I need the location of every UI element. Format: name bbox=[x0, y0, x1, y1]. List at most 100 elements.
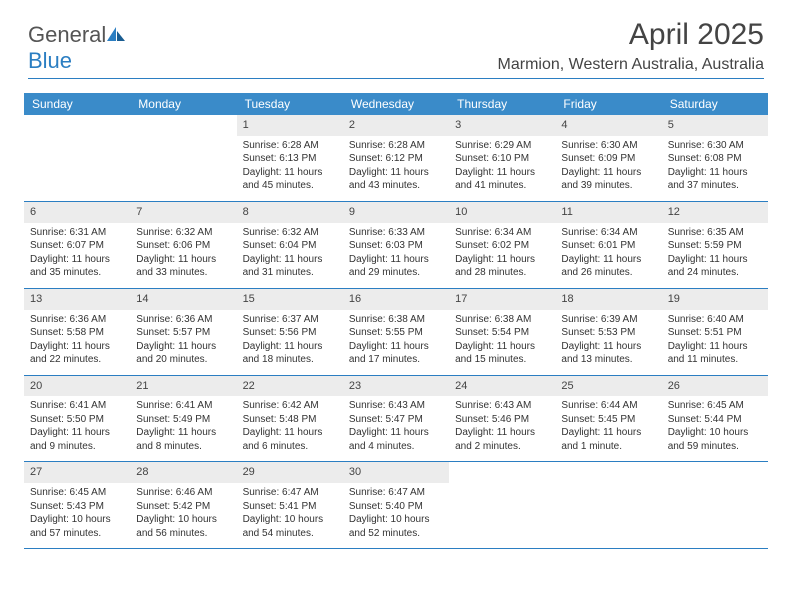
day-body: Sunrise: 6:45 AMSunset: 5:44 PMDaylight:… bbox=[662, 396, 768, 461]
sunset-line: Sunset: 6:06 PM bbox=[136, 239, 230, 253]
sunrise-line: Sunrise: 6:47 AM bbox=[349, 486, 443, 500]
day-6: 6Sunrise: 6:31 AMSunset: 6:07 PMDaylight… bbox=[24, 202, 130, 288]
sunrise-line: Sunrise: 6:28 AM bbox=[243, 139, 337, 153]
day-empty: . bbox=[24, 115, 130, 201]
sunset-line: Sunset: 6:13 PM bbox=[243, 152, 337, 166]
sunset-line: Sunset: 5:58 PM bbox=[30, 326, 124, 340]
sunrise-line: Sunrise: 6:43 AM bbox=[455, 399, 549, 413]
sunrise-line: Sunrise: 6:37 AM bbox=[243, 313, 337, 327]
day-27: 27Sunrise: 6:45 AMSunset: 5:43 PMDayligh… bbox=[24, 462, 130, 548]
sunset-line: Sunset: 6:02 PM bbox=[455, 239, 549, 253]
sunrise-line: Sunrise: 6:30 AM bbox=[668, 139, 762, 153]
daylight-line: Daylight: 11 hours and 35 minutes. bbox=[30, 253, 124, 280]
weekday-monday: Monday bbox=[130, 93, 236, 115]
location: Marmion, Western Australia, Australia bbox=[28, 56, 764, 79]
daylight-line: Daylight: 11 hours and 1 minute. bbox=[561, 426, 655, 453]
day-body: Sunrise: 6:47 AMSunset: 5:40 PMDaylight:… bbox=[343, 483, 449, 548]
day-number: 4 bbox=[555, 115, 661, 136]
sunset-line: Sunset: 6:07 PM bbox=[30, 239, 124, 253]
day-26: 26Sunrise: 6:45 AMSunset: 5:44 PMDayligh… bbox=[662, 376, 768, 462]
day-number: 3 bbox=[449, 115, 555, 136]
daylight-line: Daylight: 11 hours and 17 minutes. bbox=[349, 340, 443, 367]
day-number: 25 bbox=[555, 376, 661, 397]
daylight-line: Daylight: 10 hours and 59 minutes. bbox=[668, 426, 762, 453]
daylight-line: Daylight: 11 hours and 2 minutes. bbox=[455, 426, 549, 453]
sunrise-line: Sunrise: 6:36 AM bbox=[30, 313, 124, 327]
day-5: 5Sunrise: 6:30 AMSunset: 6:08 PMDaylight… bbox=[662, 115, 768, 201]
weekday-row: SundayMondayTuesdayWednesdayThursdayFrid… bbox=[24, 93, 768, 115]
sunset-line: Sunset: 6:12 PM bbox=[349, 152, 443, 166]
day-11: 11Sunrise: 6:34 AMSunset: 6:01 PMDayligh… bbox=[555, 202, 661, 288]
sunrise-line: Sunrise: 6:39 AM bbox=[561, 313, 655, 327]
day-body: Sunrise: 6:36 AMSunset: 5:58 PMDaylight:… bbox=[24, 310, 130, 375]
daylight-line: Daylight: 11 hours and 43 minutes. bbox=[349, 166, 443, 193]
day-4: 4Sunrise: 6:30 AMSunset: 6:09 PMDaylight… bbox=[555, 115, 661, 201]
sunset-line: Sunset: 5:45 PM bbox=[561, 413, 655, 427]
daylight-line: Daylight: 11 hours and 26 minutes. bbox=[561, 253, 655, 280]
daylight-line: Daylight: 11 hours and 33 minutes. bbox=[136, 253, 230, 280]
sunrise-line: Sunrise: 6:33 AM bbox=[349, 226, 443, 240]
day-19: 19Sunrise: 6:40 AMSunset: 5:51 PMDayligh… bbox=[662, 289, 768, 375]
day-number: 11 bbox=[555, 202, 661, 223]
sunrise-line: Sunrise: 6:32 AM bbox=[243, 226, 337, 240]
day-number: 28 bbox=[130, 462, 236, 483]
sunrise-line: Sunrise: 6:36 AM bbox=[136, 313, 230, 327]
day-25: 25Sunrise: 6:44 AMSunset: 5:45 PMDayligh… bbox=[555, 376, 661, 462]
day-body: Sunrise: 6:36 AMSunset: 5:57 PMDaylight:… bbox=[130, 310, 236, 375]
sunrise-line: Sunrise: 6:38 AM bbox=[349, 313, 443, 327]
day-2: 2 Sunrise: 6:28 AMSunset: 6:12 PMDaylight… bbox=[343, 115, 449, 201]
sunrise-line: Sunrise: 6:35 AM bbox=[668, 226, 762, 240]
sunrise-line: Sunrise: 6:34 AM bbox=[561, 226, 655, 240]
daylight-line: Daylight: 11 hours and 45 minutes. bbox=[243, 166, 337, 193]
day-number: 20 bbox=[24, 376, 130, 397]
sunrise-line: Sunrise: 6:45 AM bbox=[668, 399, 762, 413]
day-12: 12Sunrise: 6:35 AMSunset: 5:59 PMDayligh… bbox=[662, 202, 768, 288]
day-number: 19 bbox=[662, 289, 768, 310]
day-number: 26 bbox=[662, 376, 768, 397]
calendar: SundayMondayTuesdayWednesdayThursdayFrid… bbox=[24, 93, 768, 549]
day-empty: . bbox=[662, 462, 768, 548]
day-body: Sunrise: 6:38 AMSunset: 5:55 PMDaylight:… bbox=[343, 310, 449, 375]
sunrise-line: Sunrise: 6:34 AM bbox=[455, 226, 549, 240]
daylight-line: Daylight: 11 hours and 15 minutes. bbox=[455, 340, 549, 367]
weekday-sunday: Sunday bbox=[24, 93, 130, 115]
day-30: 30Sunrise: 6:47 AMSunset: 5:40 PMDayligh… bbox=[343, 462, 449, 548]
day-number: 13 bbox=[24, 289, 130, 310]
day-number: 2 bbox=[343, 115, 449, 136]
weekday-wednesday: Wednesday bbox=[343, 93, 449, 115]
sunset-line: Sunset: 6:01 PM bbox=[561, 239, 655, 253]
day-17: 17Sunrise: 6:38 AMSunset: 5:54 PMDayligh… bbox=[449, 289, 555, 375]
sunset-line: Sunset: 5:41 PM bbox=[243, 500, 337, 514]
daylight-line: Daylight: 11 hours and 24 minutes. bbox=[668, 253, 762, 280]
day-number: 14 bbox=[130, 289, 236, 310]
sunrise-line: Sunrise: 6:28 AM bbox=[349, 139, 443, 153]
day-body: Sunrise: 6:38 AMSunset: 5:54 PMDaylight:… bbox=[449, 310, 555, 375]
day-10: 10Sunrise: 6:34 AMSunset: 6:02 PMDayligh… bbox=[449, 202, 555, 288]
week-row: 27Sunrise: 6:45 AMSunset: 5:43 PMDayligh… bbox=[24, 462, 768, 549]
day-20: 20Sunrise: 6:41 AMSunset: 5:50 PMDayligh… bbox=[24, 376, 130, 462]
sunset-line: Sunset: 5:59 PM bbox=[668, 239, 762, 253]
sunset-line: Sunset: 5:49 PM bbox=[136, 413, 230, 427]
day-number: 17 bbox=[449, 289, 555, 310]
daylight-line: Daylight: 11 hours and 8 minutes. bbox=[136, 426, 230, 453]
day-number: 10 bbox=[449, 202, 555, 223]
week-row: 20Sunrise: 6:41 AMSunset: 5:50 PMDayligh… bbox=[24, 376, 768, 463]
day-body: Sunrise: 6:43 AMSunset: 5:46 PMDaylight:… bbox=[449, 396, 555, 461]
day-number: 27 bbox=[24, 462, 130, 483]
sunset-line: Sunset: 5:56 PM bbox=[243, 326, 337, 340]
day-number: 12 bbox=[662, 202, 768, 223]
sunset-line: Sunset: 6:10 PM bbox=[455, 152, 549, 166]
day-number: 29 bbox=[237, 462, 343, 483]
sunrise-line: Sunrise: 6:41 AM bbox=[30, 399, 124, 413]
daylight-line: Daylight: 11 hours and 41 minutes. bbox=[455, 166, 549, 193]
day-body: Sunrise: 6:47 AMSunset: 5:41 PMDaylight:… bbox=[237, 483, 343, 548]
sunset-line: Sunset: 5:42 PM bbox=[136, 500, 230, 514]
weekday-saturday: Saturday bbox=[662, 93, 768, 115]
sunset-line: Sunset: 5:40 PM bbox=[349, 500, 443, 514]
day-body: Sunrise: 6:41 AMSunset: 5:50 PMDaylight:… bbox=[24, 396, 130, 461]
calendar-grid: ..1Sunrise: 6:28 AMSunset: 6:13 PMDaylig… bbox=[24, 115, 768, 549]
day-body: Sunrise: 6:35 AMSunset: 5:59 PMDaylight:… bbox=[662, 223, 768, 288]
day-8: 8Sunrise: 6:32 AMSunset: 6:04 PMDaylight… bbox=[237, 202, 343, 288]
day-empty: . bbox=[555, 462, 661, 548]
day-body: Sunrise: 6:34 AMSunset: 6:01 PMDaylight:… bbox=[555, 223, 661, 288]
